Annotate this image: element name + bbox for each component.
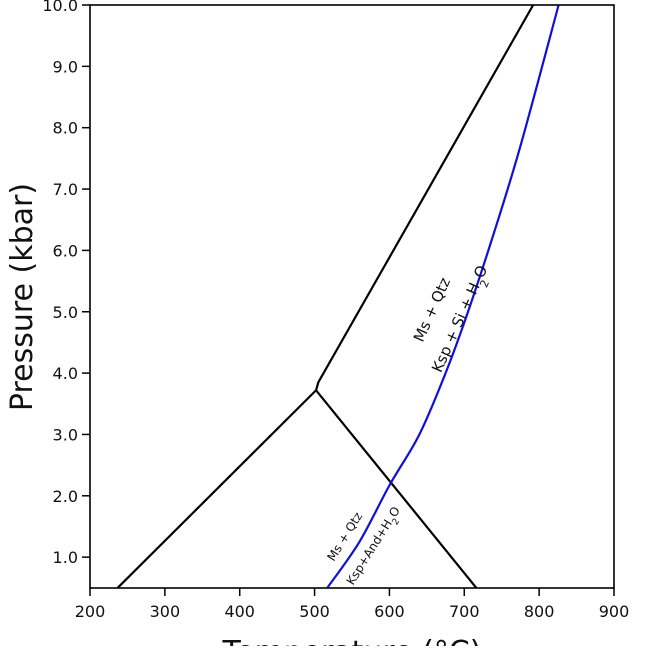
y-tick-label: 2.0 [53,487,78,506]
x-tick-label: 700 [449,602,480,621]
x-tick-label: 800 [524,602,555,621]
y-tick-label: 1.0 [53,548,78,567]
y-tick-label: 3.0 [53,425,78,444]
reaction-line-2 [315,389,478,589]
reaction-line-3 [326,4,560,589]
y-tick-label: 5.0 [53,303,78,322]
y-tick-label: 7.0 [53,180,78,199]
reaction-line-1 [315,4,535,391]
y-axis-label: Pressure (kbar) [5,183,40,411]
reaction-line-0 [116,389,317,589]
y-tick-label: 4.0 [53,364,78,383]
y-tick-label: 10.0 [42,0,78,15]
y-tick-label: 6.0 [53,241,78,260]
y-tick-label: 9.0 [53,57,78,76]
x-axis-label: Temperature (°C) [222,635,482,646]
x-tick-label: 400 [224,602,255,621]
x-tick-label: 600 [374,602,405,621]
x-tick-label: 300 [150,602,181,621]
x-tick-label: 500 [299,602,330,621]
plot-frame [89,4,615,589]
x-tick-label: 200 [75,602,106,621]
x-tick-label: 900 [599,602,630,621]
y-tick-label: 8.0 [53,119,78,138]
